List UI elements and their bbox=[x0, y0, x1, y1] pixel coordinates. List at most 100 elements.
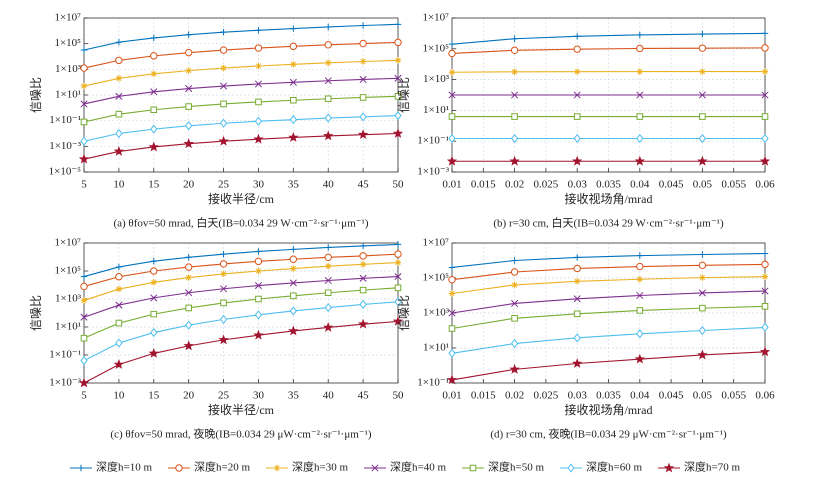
x-tick-label: 25 bbox=[218, 390, 230, 402]
y-tick-label: 1×10⁵ bbox=[54, 37, 81, 49]
data-point bbox=[759, 346, 771, 357]
data-point bbox=[394, 57, 402, 64]
x-axis-label: 接收视场角/mrad bbox=[565, 402, 653, 417]
y-tick-label: 1×10⁻³ bbox=[417, 166, 450, 178]
data-point bbox=[573, 45, 581, 53]
y-tick-label: 1×10⁻³ bbox=[49, 140, 82, 152]
data-point bbox=[254, 257, 263, 265]
data-point bbox=[324, 41, 332, 49]
data-point bbox=[573, 113, 581, 120]
data-point bbox=[636, 91, 644, 99]
data-point bbox=[150, 258, 157, 265]
data-point bbox=[394, 250, 402, 258]
data-point bbox=[80, 82, 88, 90]
data-point bbox=[115, 338, 123, 348]
data-point bbox=[80, 46, 88, 54]
data-point bbox=[698, 133, 707, 144]
data-point bbox=[185, 274, 192, 281]
data-point bbox=[511, 91, 519, 99]
series-line bbox=[451, 326, 766, 354]
data-point bbox=[80, 282, 88, 291]
data-point bbox=[115, 273, 123, 281]
x-tick-label: 0.02 bbox=[505, 390, 524, 402]
data-point bbox=[572, 358, 583, 368]
data-point bbox=[759, 155, 771, 166]
data-point bbox=[699, 30, 706, 38]
x-tick-label: 10 bbox=[113, 179, 125, 191]
y-tick-label: 1×10⁷ bbox=[54, 12, 81, 24]
data-point bbox=[510, 133, 519, 144]
data-point bbox=[698, 325, 707, 336]
data-point bbox=[185, 85, 193, 93]
data-point bbox=[636, 307, 644, 314]
series-line bbox=[451, 351, 766, 381]
data-point bbox=[511, 113, 518, 120]
data-point bbox=[290, 292, 297, 300]
x-tick-label: 0.035 bbox=[596, 179, 621, 191]
series-line bbox=[451, 263, 766, 281]
x-tick-label: 30 bbox=[253, 390, 265, 402]
data-point bbox=[254, 116, 263, 126]
data-point bbox=[511, 68, 518, 76]
data-point bbox=[448, 91, 456, 99]
data-point bbox=[573, 264, 581, 273]
y-tick-label: 1×10⁷ bbox=[422, 237, 449, 249]
data-point bbox=[394, 110, 402, 121]
series-line bbox=[451, 276, 766, 295]
data-point bbox=[219, 314, 228, 324]
data-point bbox=[511, 299, 519, 308]
data-point bbox=[150, 267, 158, 275]
y-axis-label: 信噪比 bbox=[397, 295, 411, 331]
data-point bbox=[698, 44, 707, 52]
x-tick-label: 0.045 bbox=[659, 179, 684, 191]
data-point bbox=[80, 313, 88, 321]
data-point bbox=[699, 113, 706, 120]
series-line bbox=[83, 301, 399, 362]
data-point bbox=[288, 325, 299, 336]
caption: (a) θfov=50 mrad, 白天(IB=0.034 29 W·cm⁻²·… bbox=[113, 216, 368, 230]
legend-marker bbox=[77, 464, 85, 472]
legend-marker bbox=[663, 462, 675, 473]
x-tick-label: 5 bbox=[81, 390, 87, 402]
y-tick-label: 1×10⁻¹ bbox=[49, 349, 81, 361]
data-point bbox=[359, 112, 367, 122]
data-point bbox=[219, 118, 228, 128]
data-point bbox=[510, 46, 519, 54]
data-point bbox=[394, 21, 402, 28]
data-point bbox=[255, 27, 262, 34]
data-point bbox=[761, 113, 769, 120]
series-line bbox=[83, 23, 399, 51]
x-tick-label: 30 bbox=[253, 179, 265, 191]
data-point bbox=[290, 265, 297, 272]
data-point bbox=[80, 297, 88, 304]
data-point bbox=[359, 94, 367, 101]
data-point bbox=[113, 146, 125, 156]
x-axis-label: 接收视场角/mrad bbox=[565, 191, 653, 206]
x-tick-label: 0.05 bbox=[693, 390, 713, 402]
data-point bbox=[80, 64, 88, 72]
data-point bbox=[150, 106, 158, 114]
data-point bbox=[697, 155, 708, 166]
legend-label: 深度h=70 m bbox=[684, 460, 740, 474]
data-point bbox=[574, 254, 581, 261]
data-point bbox=[220, 64, 227, 72]
caption: (d) r=30 cm, 夜晚(IB=0.034 29 μW·cm⁻²·sr⁻¹… bbox=[490, 427, 727, 441]
y-tick-label: 1×10⁷ bbox=[422, 12, 449, 24]
x-tick-label: 0.02 bbox=[505, 179, 524, 191]
x-tick-label: 0.01 bbox=[442, 179, 461, 191]
data-point bbox=[150, 124, 158, 134]
data-point bbox=[254, 80, 262, 88]
series-line bbox=[451, 290, 766, 314]
series-line bbox=[451, 32, 766, 45]
x-axis-label: 接收半径/cm bbox=[208, 402, 275, 417]
data-point bbox=[184, 263, 193, 271]
data-point bbox=[185, 289, 193, 297]
x-tick-label: 35 bbox=[288, 179, 300, 191]
data-point bbox=[761, 68, 769, 75]
x-tick-label: 20 bbox=[183, 179, 195, 191]
data-point bbox=[78, 153, 90, 164]
caption: (c) θfov=50 mrad, 夜晚(IB=0.034 29 μW·cm⁻²… bbox=[110, 427, 371, 441]
data-point bbox=[699, 68, 706, 75]
series-line bbox=[83, 262, 399, 301]
data-point bbox=[636, 31, 643, 39]
